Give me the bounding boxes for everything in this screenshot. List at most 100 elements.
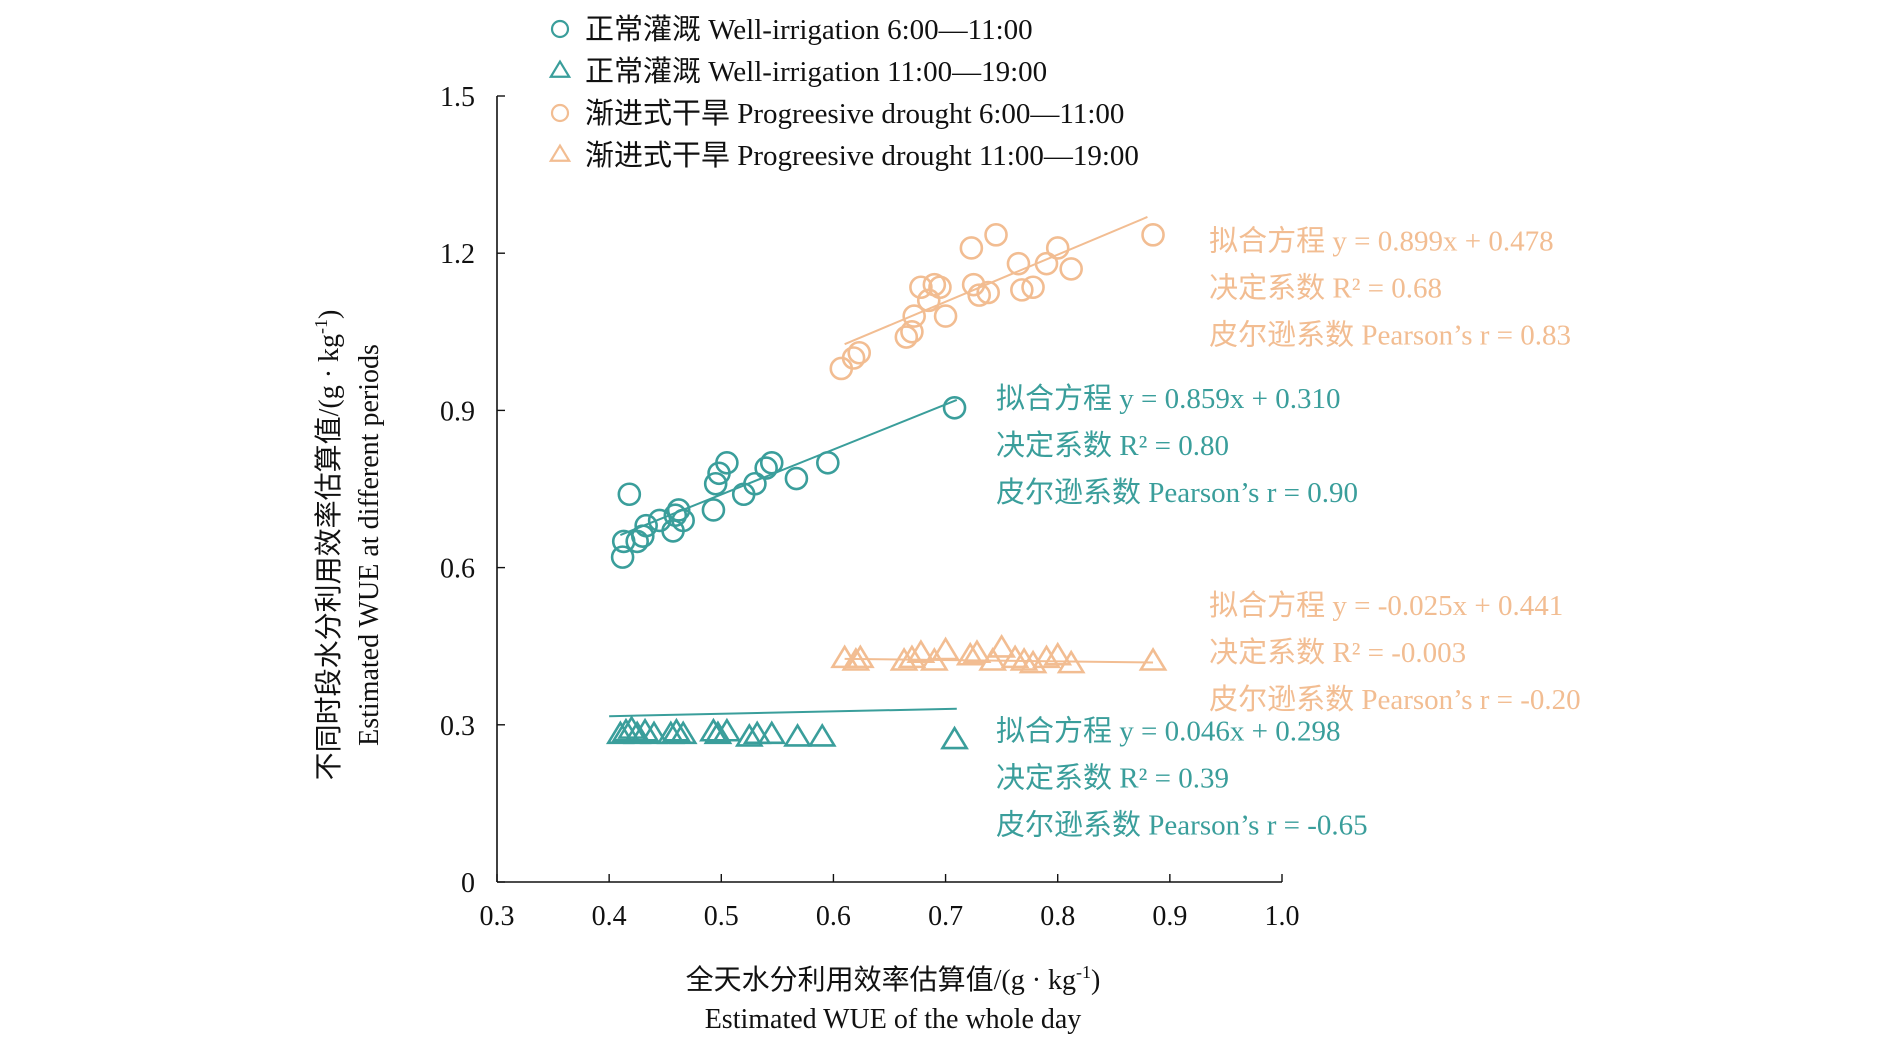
x-axis-title-zh: 全天水分利用效率估算值/(g · kg-1) — [686, 962, 1101, 996]
stat-gap — [1354, 320, 1361, 352]
data-point-triangle — [845, 644, 875, 669]
stat-value: y = 0.899x + 0.478 — [1332, 226, 1553, 258]
y-tick-label: 0.6 — [440, 554, 475, 585]
x-tick-label: 0.5 — [704, 901, 739, 932]
data-point-circle — [933, 304, 958, 328]
data-point-circle — [625, 529, 649, 554]
legend-label: 渐进式干旱 Progreesive drought 6:00—11:00 — [585, 97, 1124, 130]
data-point-circle — [617, 482, 642, 507]
data-point-circle — [1141, 223, 1165, 247]
y-tick-label: 1.2 — [440, 239, 475, 270]
series-1 — [605, 707, 969, 750]
data-point-circle — [634, 513, 658, 538]
stat-label-zh: 拟合方程 — [996, 715, 1112, 748]
stat-gap — [1141, 477, 1148, 509]
fit-stat-line: 拟合方程 y = 0.046x + 0.298 — [996, 715, 1340, 748]
data-point-triangle — [931, 636, 960, 661]
legend-marker — [548, 59, 572, 78]
stat-label-zh: 决定系数 — [996, 429, 1112, 462]
stat-gap — [1325, 590, 1332, 622]
stat-value: R² = 0.39 — [1119, 763, 1229, 795]
stat-value: R² = 0.80 — [1119, 430, 1229, 462]
data-point-triangle — [962, 639, 992, 663]
data-point-circle — [894, 325, 919, 349]
fit-stat-line: 皮尔逊系数 Pearson’s r = -0.65 — [996, 809, 1368, 842]
legend-marker — [550, 103, 570, 123]
x-axis-title-close: ) — [1091, 965, 1100, 996]
y-axis-title-group: 不同时段水分利用效率估算值/(g · kg-1) Estimated WUE a… — [311, 310, 385, 781]
x-axis-title-en: Estimated WUE of the whole day — [705, 1004, 1082, 1035]
x-tick-label: 1.0 — [1265, 901, 1300, 932]
stat-value: Pearson’s r = 0.90 — [1148, 477, 1358, 509]
data-point-triangle — [807, 723, 837, 747]
data-point-circle — [900, 319, 924, 344]
data-point-circle — [841, 346, 866, 370]
data-point-triangle — [668, 720, 698, 745]
stat-gap — [1325, 226, 1332, 258]
data-point-circle — [1045, 236, 1070, 260]
stat-label-zh: 决定系数 — [1209, 272, 1325, 305]
x-ticks: 0.3 0.4 0.5 0.6 0.7 0.8 0.9 1.0 — [480, 874, 1300, 932]
series-2 — [829, 216, 1165, 381]
stat-value: R² = -0.003 — [1332, 637, 1466, 669]
data-point-triangle — [1056, 649, 1086, 674]
data-point-circle — [1006, 251, 1031, 276]
x-tick-label: 0.8 — [1040, 901, 1075, 932]
y-tick-label: 0.3 — [440, 711, 475, 742]
fit-stat-line: 决定系数 R² = 0.80 — [996, 429, 1229, 462]
data-point-circle — [666, 498, 691, 522]
stat-gap — [1112, 716, 1119, 748]
stat-gap — [1112, 763, 1119, 795]
data-point-triangle — [734, 723, 764, 747]
fit-stat-line: 拟合方程 y = 0.859x + 0.310 — [996, 382, 1340, 415]
fit-stat-line: 皮尔逊系数 Pearson’s r = -0.20 — [1209, 683, 1581, 716]
data-point-circle — [1021, 275, 1045, 300]
data-point-circle — [967, 283, 992, 307]
stat-value: y = 0.046x + 0.298 — [1119, 716, 1340, 748]
fit-line — [609, 707, 957, 718]
data-point-circle — [671, 508, 695, 533]
y-axis-title-en: Estimated WUE at different periods — [354, 344, 385, 746]
fit-annotation-2: 拟合方程 y = -0.025x + 0.441 决定系数 R² = -0.003… — [1209, 589, 1581, 716]
stat-label-zh: 皮尔逊系数 — [1209, 319, 1354, 352]
data-point-circle — [754, 456, 778, 480]
fit-stat-line: 决定系数 R² = -0.003 — [1209, 636, 1466, 669]
data-point-triangle — [1138, 647, 1168, 671]
stat-gap — [1112, 383, 1119, 415]
stat-gap — [1354, 684, 1361, 716]
legend-label: 渐进式干旱 Progreesive drought 11:00—19:00 — [585, 139, 1139, 172]
data-point-circle — [1010, 278, 1034, 302]
data-point-circle — [715, 450, 739, 475]
stat-label-zh: 决定系数 — [996, 762, 1112, 795]
fit-stat-line: 皮尔逊系数 Pearson’s r = 0.90 — [996, 476, 1358, 509]
data-point-triangle — [617, 715, 646, 739]
data-point-circle — [703, 471, 728, 496]
data-point-circle — [959, 236, 984, 260]
y-ticks: 0 0.3 0.6 0.9 1.2 1.5 — [440, 82, 505, 899]
fit-line — [619, 399, 958, 536]
x-tick-label: 0.7 — [928, 901, 963, 932]
x-tick-label: 0.3 — [480, 901, 515, 932]
y-tick-label: 1.5 — [440, 82, 475, 113]
data-point-circle — [784, 466, 809, 491]
fit-stat-line: 拟合方程 y = -0.025x + 0.441 — [1209, 589, 1563, 622]
stat-value: y = 0.859x + 0.310 — [1119, 383, 1340, 415]
y-axis-title-zh-text: 不同时段水分利用效率估算值/(g · kg — [313, 334, 345, 780]
data-point-triangle — [1032, 644, 1061, 669]
data-point-circle — [984, 223, 1008, 247]
data-point-triangle — [742, 720, 772, 745]
y-axis-title-unit-sup: -1 — [311, 319, 331, 334]
data-point-circle — [902, 304, 926, 328]
data-point-circle — [909, 275, 933, 300]
stat-value: y = -0.025x + 0.441 — [1332, 590, 1563, 622]
stat-label-zh: 皮尔逊系数 — [996, 809, 1141, 842]
stat-gap — [1325, 273, 1332, 305]
fit-annotation-1: 拟合方程 y = 0.859x + 0.310 决定系数 R² = 0.80 皮尔逊… — [996, 382, 1358, 509]
data-point-circle — [630, 524, 655, 548]
fit-stat-line: 皮尔逊系数 Pearson’s r = 0.83 — [1209, 319, 1571, 352]
data-point-triangle — [978, 647, 1008, 671]
stat-value: Pearson’s r = -0.65 — [1148, 810, 1367, 842]
